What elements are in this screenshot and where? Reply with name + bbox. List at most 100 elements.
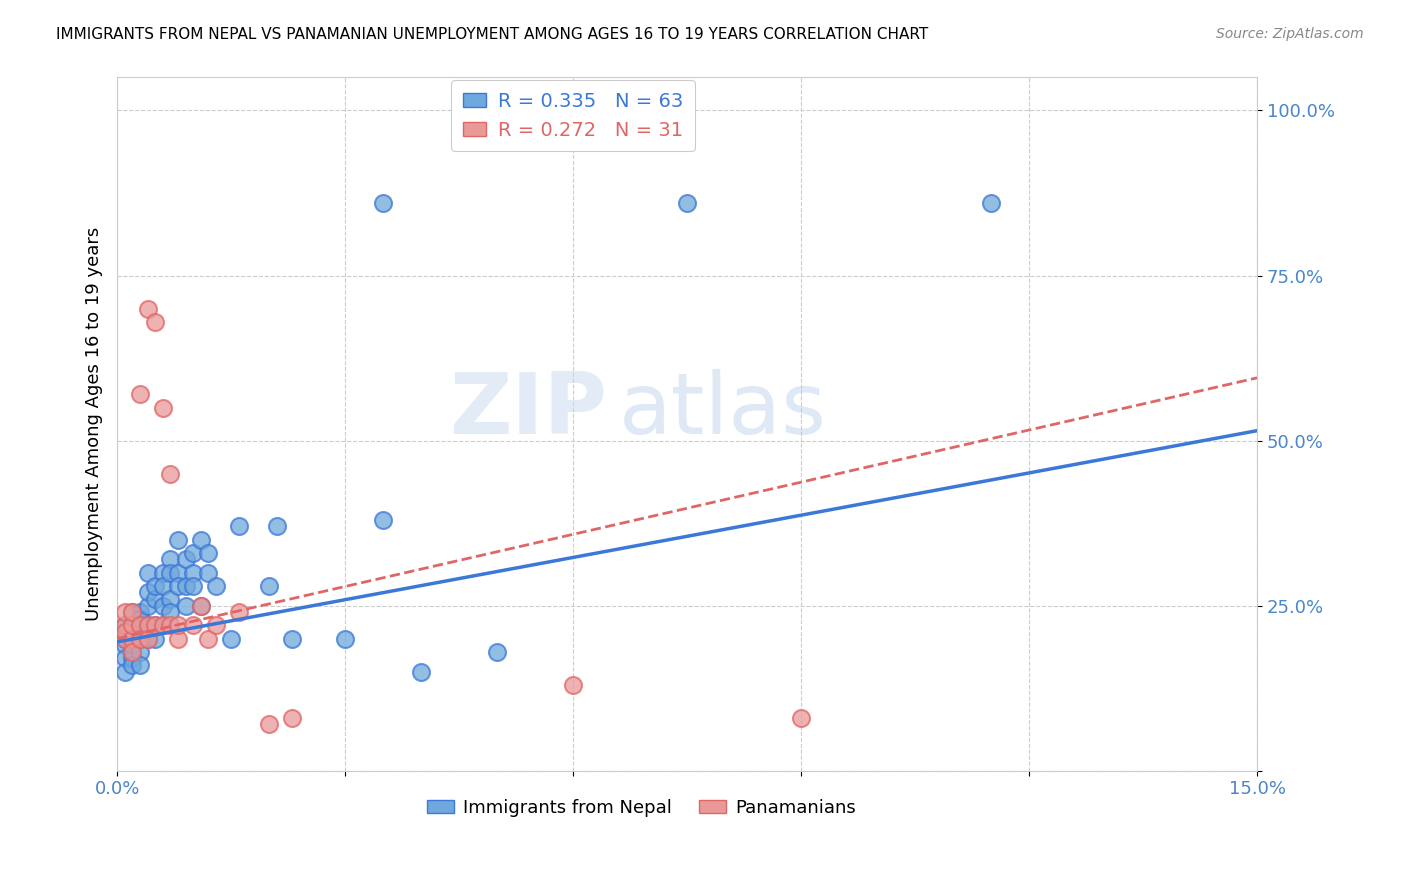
Point — [129, 658, 152, 673]
Point — [333, 632, 356, 646]
Point — [136, 618, 159, 632]
Point — [129, 618, 152, 632]
Point — [114, 618, 136, 632]
Point — [129, 605, 152, 619]
Point — [114, 618, 136, 632]
Point — [373, 513, 395, 527]
Point — [167, 566, 190, 580]
Point — [136, 599, 159, 613]
Point — [205, 579, 228, 593]
Point — [181, 546, 204, 560]
Point — [121, 645, 143, 659]
Point — [121, 658, 143, 673]
Point — [129, 387, 152, 401]
Point — [980, 195, 1002, 210]
Point — [197, 632, 219, 646]
Point — [257, 579, 280, 593]
Point — [114, 625, 136, 640]
Point — [136, 301, 159, 316]
Point — [152, 618, 174, 632]
Point — [174, 552, 197, 566]
Legend: Immigrants from Nepal, Panamanians: Immigrants from Nepal, Panamanians — [420, 791, 863, 824]
Point — [167, 579, 190, 593]
Point — [373, 195, 395, 210]
Point — [152, 599, 174, 613]
Point — [228, 519, 250, 533]
Point — [676, 195, 699, 210]
Point — [257, 717, 280, 731]
Point — [181, 618, 204, 632]
Point — [143, 632, 166, 646]
Point — [129, 612, 152, 626]
Point — [266, 519, 288, 533]
Text: atlas: atlas — [619, 368, 827, 451]
Point — [121, 632, 143, 646]
Point — [159, 467, 181, 481]
Point — [121, 645, 143, 659]
Point — [121, 638, 143, 652]
Point — [197, 546, 219, 560]
Point — [190, 533, 212, 547]
Point — [129, 632, 152, 646]
Point — [114, 605, 136, 619]
Point — [114, 665, 136, 679]
Point — [281, 632, 304, 646]
Point — [114, 638, 136, 652]
Point — [228, 605, 250, 619]
Point — [152, 401, 174, 415]
Point — [205, 618, 228, 632]
Point — [159, 618, 181, 632]
Point — [152, 618, 174, 632]
Point — [219, 632, 242, 646]
Point — [159, 552, 181, 566]
Point — [181, 566, 204, 580]
Point — [411, 665, 433, 679]
Point — [136, 566, 159, 580]
Point — [167, 632, 190, 646]
Point — [190, 599, 212, 613]
Point — [136, 632, 159, 646]
Point — [181, 579, 204, 593]
Point — [121, 605, 143, 619]
Point — [152, 579, 174, 593]
Point — [114, 625, 136, 640]
Point — [136, 618, 159, 632]
Point — [114, 632, 136, 646]
Point — [143, 618, 166, 632]
Point — [129, 632, 152, 646]
Point — [174, 599, 197, 613]
Point — [121, 605, 143, 619]
Y-axis label: Unemployment Among Ages 16 to 19 years: Unemployment Among Ages 16 to 19 years — [86, 227, 103, 621]
Point — [129, 618, 152, 632]
Point — [159, 566, 181, 580]
Point — [174, 579, 197, 593]
Point — [159, 592, 181, 607]
Point — [143, 315, 166, 329]
Point — [114, 651, 136, 665]
Point — [143, 579, 166, 593]
Point — [129, 625, 152, 640]
Text: ZIP: ZIP — [450, 368, 607, 451]
Point — [562, 678, 585, 692]
Point — [143, 618, 166, 632]
Point — [143, 592, 166, 607]
Point — [136, 632, 159, 646]
Point — [486, 645, 509, 659]
Point — [281, 711, 304, 725]
Point — [121, 632, 143, 646]
Point — [152, 566, 174, 580]
Point — [136, 585, 159, 599]
Point — [790, 711, 813, 725]
Point — [159, 605, 181, 619]
Point — [114, 632, 136, 646]
Point — [121, 618, 143, 632]
Point — [190, 599, 212, 613]
Text: Source: ZipAtlas.com: Source: ZipAtlas.com — [1216, 27, 1364, 41]
Point — [167, 618, 190, 632]
Text: IMMIGRANTS FROM NEPAL VS PANAMANIAN UNEMPLOYMENT AMONG AGES 16 TO 19 YEARS CORRE: IMMIGRANTS FROM NEPAL VS PANAMANIAN UNEM… — [56, 27, 928, 42]
Point — [129, 645, 152, 659]
Point — [197, 566, 219, 580]
Point — [167, 533, 190, 547]
Point — [121, 651, 143, 665]
Point — [121, 618, 143, 632]
